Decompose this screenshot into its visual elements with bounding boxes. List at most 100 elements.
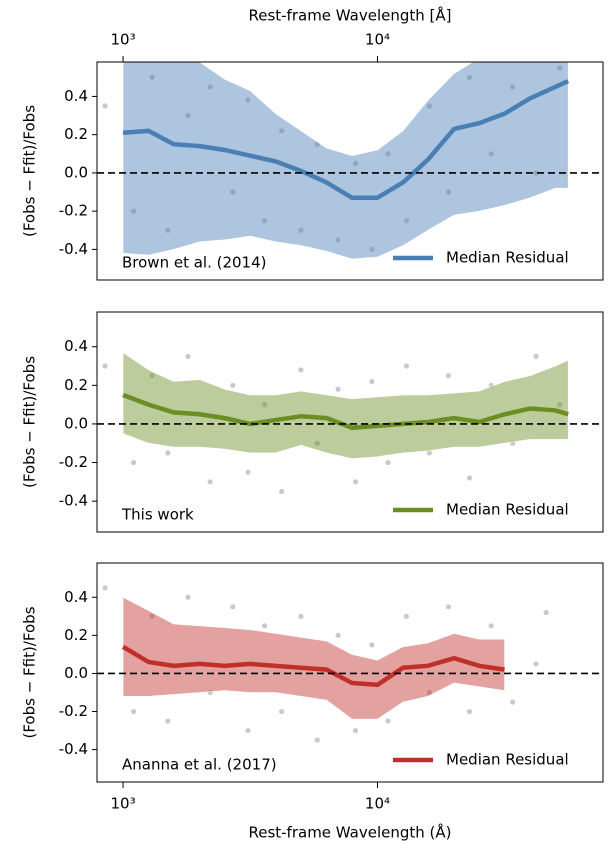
y-tick-label: 0.0	[64, 664, 88, 682]
y-axis-label: (Fobs − Ffit)/Fobs	[21, 606, 39, 738]
legend-label: Median Residual	[446, 249, 569, 267]
annotation: Ananna et al. (2017)	[122, 756, 277, 774]
scatter-point	[533, 661, 539, 667]
scatter-point	[298, 613, 304, 619]
scatter-point	[369, 246, 375, 253]
scatter-point	[488, 382, 494, 388]
scatter-point	[445, 604, 451, 610]
y-tick-label: -0.2	[59, 453, 88, 471]
scatter-point	[314, 737, 320, 743]
scatter-point	[543, 609, 549, 616]
scatter-point	[185, 594, 191, 600]
scatter-point	[185, 112, 191, 119]
legend-label: Median Residual	[446, 501, 569, 519]
scatter-point	[165, 227, 171, 233]
scatter-point	[426, 689, 432, 696]
scatter-point	[445, 373, 451, 379]
scatter-point	[230, 604, 236, 610]
y-axis-label: (Fobs − Ffit)/Fobs	[21, 356, 39, 488]
scatter-point	[261, 623, 268, 629]
y-tick-label: 0.2	[64, 376, 88, 394]
scatter-point	[369, 378, 375, 385]
scatter-point	[403, 363, 410, 369]
x-axis-label: Rest-frame Wavelength (Å)	[248, 823, 451, 842]
scatter-point	[279, 708, 285, 715]
scatter-point	[207, 479, 213, 485]
scatter-point	[130, 208, 137, 214]
scatter-point	[279, 128, 285, 134]
scatter-point	[557, 65, 563, 71]
scatter-point	[130, 459, 137, 466]
scatter-point	[298, 367, 304, 373]
median-line	[122, 392, 569, 431]
scatter-point	[185, 353, 191, 359]
scatter-point	[466, 708, 473, 715]
y-tick-label: 0.0	[64, 414, 88, 432]
frame	[96, 311, 604, 533]
scatter-point	[385, 718, 391, 724]
scatter-point	[352, 727, 359, 734]
plot-area	[102, 351, 569, 495]
x-tick-label: 10³	[110, 795, 135, 813]
y-axis-label: (Fobs − Ffit)/Fobs	[21, 105, 39, 237]
band	[122, 596, 505, 720]
scatter-point	[165, 450, 171, 456]
scatter-point	[279, 488, 285, 495]
scatter-point	[426, 103, 432, 109]
scatter-point	[102, 103, 108, 109]
scatter-point	[230, 382, 236, 388]
median-line	[122, 79, 570, 201]
scatter-point	[533, 353, 539, 359]
scatter-point	[533, 170, 539, 176]
scatter-point	[488, 151, 494, 157]
scatter-point	[488, 623, 494, 629]
scatter-point	[335, 386, 341, 392]
scatter-point	[510, 84, 516, 90]
y-tick-label: 0.4	[64, 588, 88, 606]
scatter-point	[335, 237, 341, 243]
scatter-point	[149, 373, 155, 379]
scatter-point	[335, 632, 341, 638]
scatter-point	[352, 160, 359, 166]
y-tick-label: 0.4	[64, 337, 88, 355]
band	[122, 351, 569, 459]
y-tick-label: 0.2	[64, 125, 88, 143]
scatter-point	[261, 402, 268, 408]
scatter-point	[352, 479, 359, 485]
x-tick-label: 10⁴	[365, 31, 390, 49]
frame	[96, 61, 604, 281]
legend-label: Median Residual	[446, 751, 569, 769]
y-tick-label: -0.4	[59, 492, 88, 510]
scatter-point	[230, 189, 236, 195]
plot-area	[102, 585, 549, 743]
y-tick-label: -0.4	[59, 740, 88, 758]
scatter-point	[445, 189, 451, 195]
scatter-point	[385, 459, 391, 466]
scatter-point	[207, 689, 213, 696]
y-tick-label: 0.0	[64, 163, 88, 181]
scatter-point	[130, 708, 137, 715]
scatter-point	[245, 727, 251, 734]
annotation: Brown et al. (2014)	[122, 254, 267, 272]
annotation: This work	[121, 506, 194, 524]
frame	[96, 562, 604, 783]
scatter-point	[245, 469, 251, 475]
y-tick-label: -0.2	[59, 202, 88, 220]
scatter-point	[385, 151, 391, 157]
scatter-point	[149, 74, 155, 80]
y-tick-label: 0.4	[64, 87, 88, 105]
band	[122, 62, 569, 260]
scatter-point	[102, 363, 108, 369]
scatter-point	[510, 699, 516, 705]
x-tick-label: 10³	[110, 31, 135, 49]
scatter-point	[466, 74, 473, 80]
scatter-point	[466, 475, 473, 481]
scatter-point	[403, 613, 410, 619]
y-tick-label: 0.2	[64, 626, 88, 644]
scatter-point	[314, 440, 320, 446]
scatter-point	[426, 450, 432, 456]
scatter-point	[149, 613, 155, 619]
scatter-point	[298, 227, 304, 233]
x-axis-label: Rest-frame Wavelength [Å]	[248, 6, 451, 25]
